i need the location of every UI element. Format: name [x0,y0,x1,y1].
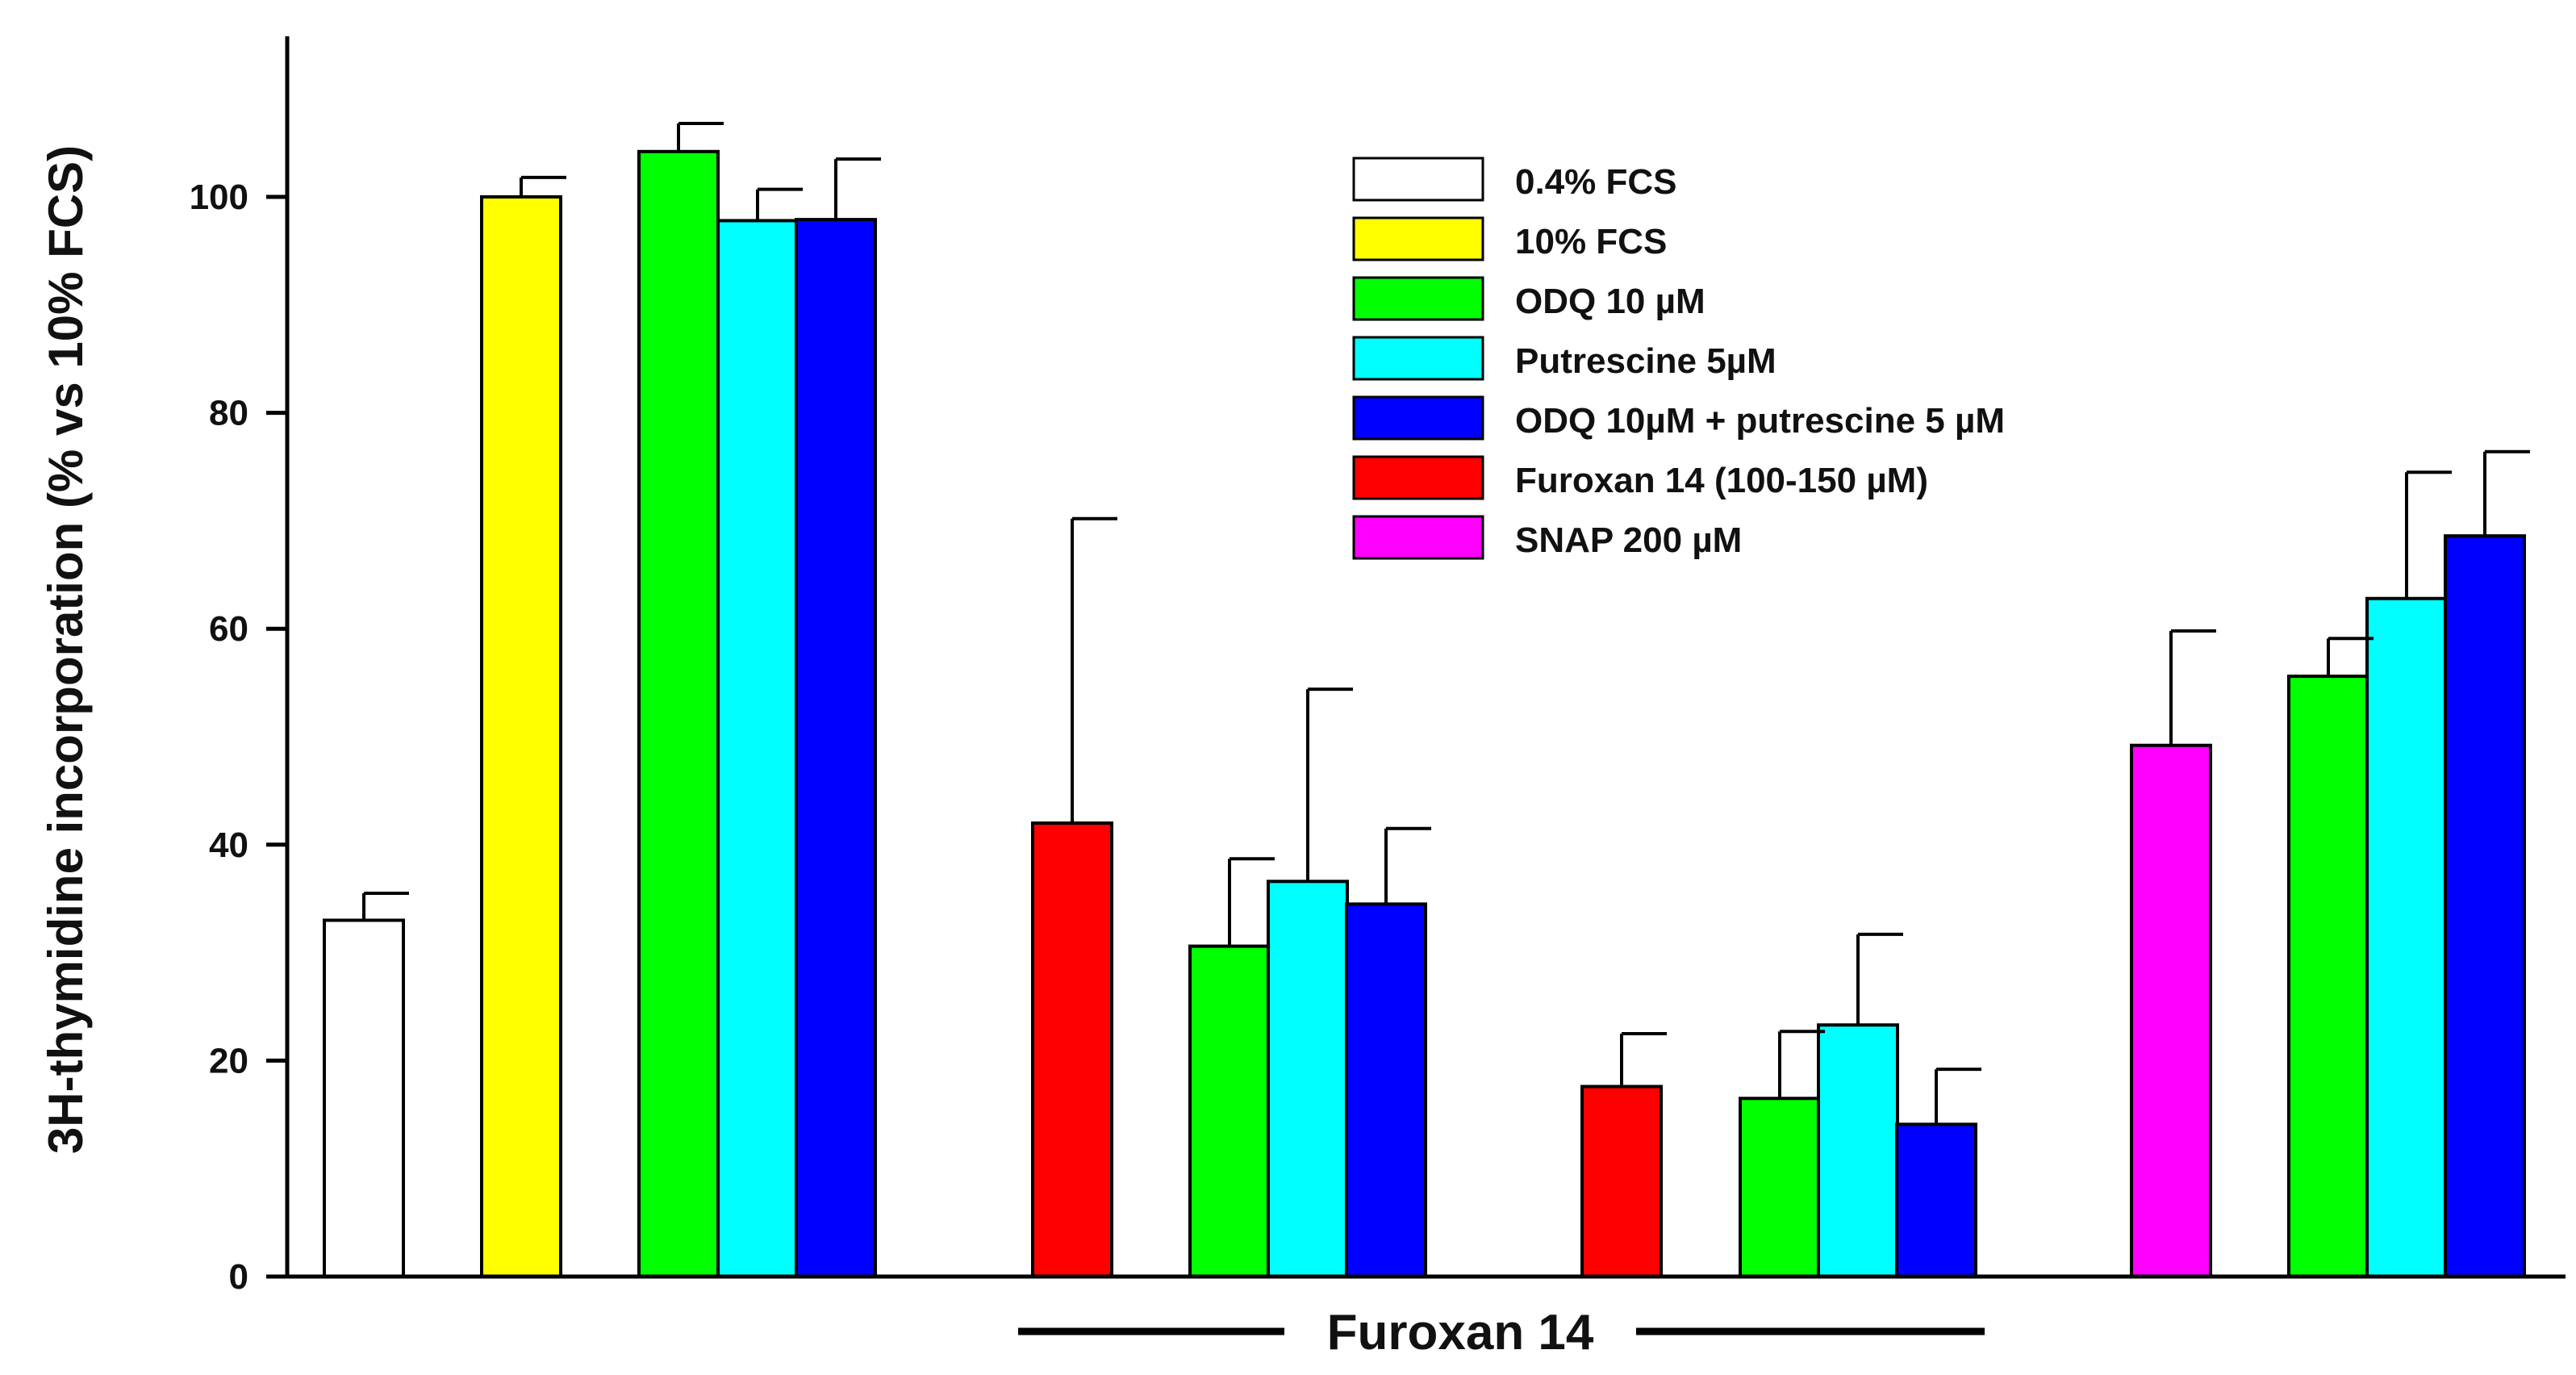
legend-swatch [1352,395,1484,441]
bar [716,219,799,1278]
group-annotation: Furoxan 14 [1018,1305,1985,1360]
legend-swatch [1352,515,1484,560]
group-annotation-label: Furoxan 14 [1327,1305,1594,1360]
bar [1031,821,1113,1278]
error-bars [362,122,2530,1125]
bar [2130,743,2212,1278]
bar [637,149,720,1279]
legend-label: ODQ 10µM + putrescine 5 µM [1515,401,2005,441]
bar [480,195,562,1278]
y-axis-ticks: 0 20 40 60 80 100 [190,178,287,1297]
bar [1580,1085,1663,1278]
y-tick-label: 100 [190,178,248,217]
bar [1188,944,1271,1279]
bar [323,918,405,1278]
legend-swatch [1352,455,1484,500]
legend-label: 10% FCS [1515,222,1667,261]
y-tick-label: 80 [209,394,248,433]
legend: 0.4% FCS 10% FCS ODQ 10 µM Putrescine 5µM OD… [1352,157,2005,560]
bar [1817,1023,1899,1278]
bar [1739,1097,1821,1278]
legend-label: 0.4% FCS [1515,162,1677,202]
bar [1267,880,1349,1278]
legend-label: Putrescine 5µM [1515,341,1776,381]
bar [795,218,877,1278]
legend-label: SNAP 200 µM [1515,520,1742,560]
legend-swatch [1352,216,1484,261]
y-tick-label: 60 [209,609,248,649]
bar [1345,902,1427,1278]
y-axis-title: 3H-thymidine incorporation (% vs 10% FCS… [39,145,93,1154]
bar [2444,534,2526,1278]
bar [1895,1122,1977,1279]
legend-swatch [1352,276,1484,321]
legend-swatch [1352,336,1484,381]
bar [2365,596,2448,1278]
y-tick-label: 40 [209,825,248,865]
legend-swatch [1352,157,1484,202]
legend-label: ODQ 10 µM [1515,282,1706,321]
legend-label: Furoxan 14 (100-150 µM) [1515,461,1928,500]
y-tick-label: 0 [229,1257,248,1297]
bar [2287,675,2369,1278]
y-tick-label: 20 [209,1041,248,1080]
